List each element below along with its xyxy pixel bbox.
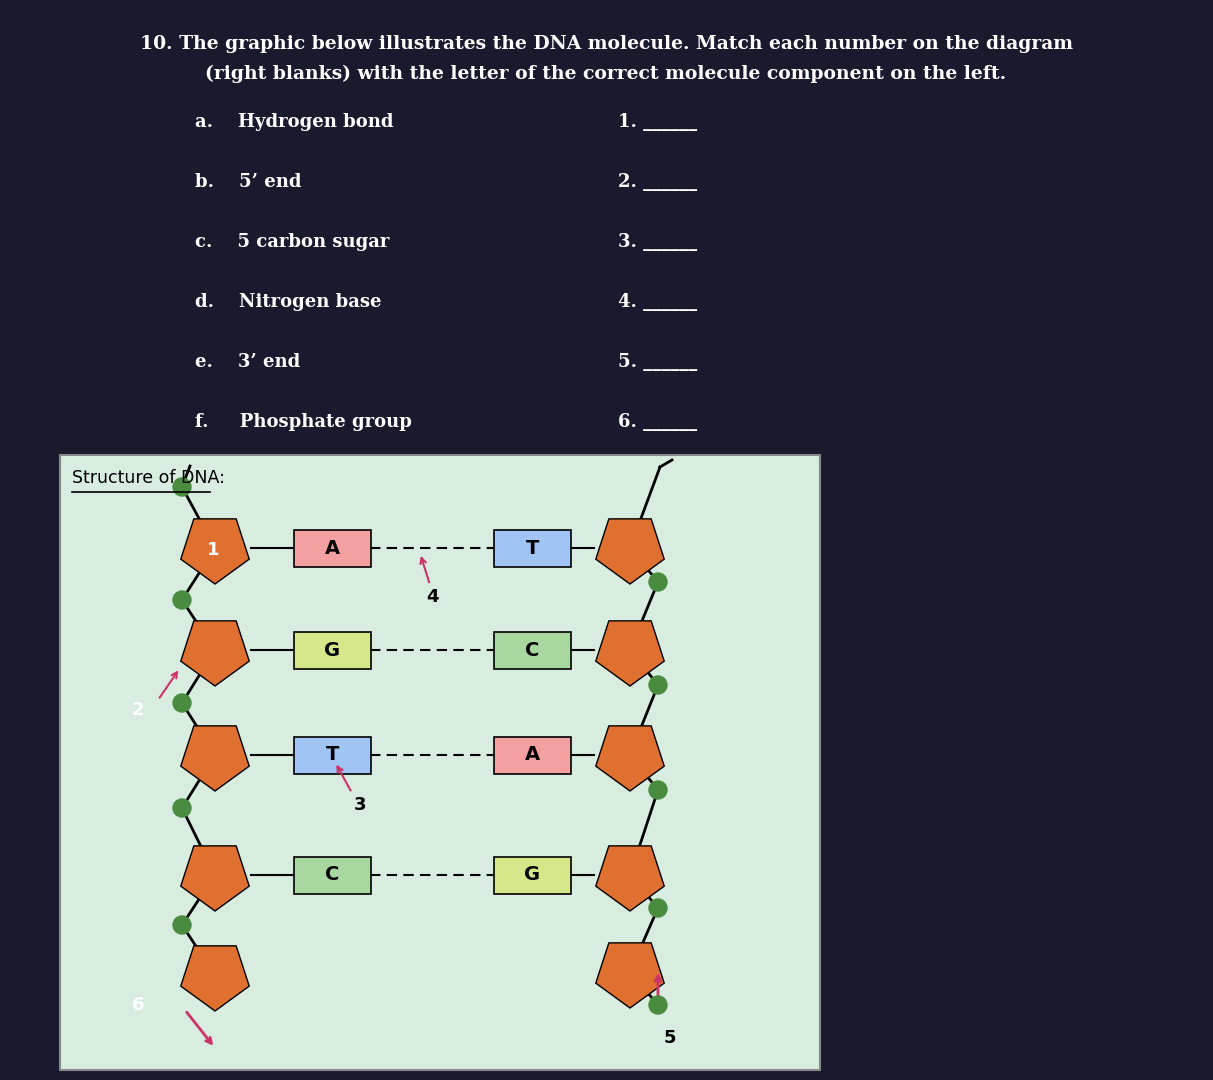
Text: 4. ______: 4. ______ bbox=[617, 293, 697, 311]
Circle shape bbox=[173, 916, 190, 934]
Text: 2: 2 bbox=[132, 701, 144, 719]
FancyBboxPatch shape bbox=[494, 632, 571, 669]
Circle shape bbox=[649, 676, 667, 694]
FancyBboxPatch shape bbox=[494, 529, 571, 567]
Text: c.    5 carbon sugar: c. 5 carbon sugar bbox=[195, 233, 389, 251]
Text: Structure of DNA:: Structure of DNA: bbox=[72, 469, 224, 487]
Text: G: G bbox=[524, 865, 541, 885]
FancyBboxPatch shape bbox=[494, 856, 571, 893]
FancyBboxPatch shape bbox=[294, 737, 371, 773]
FancyBboxPatch shape bbox=[294, 632, 371, 669]
Polygon shape bbox=[181, 846, 249, 912]
Polygon shape bbox=[181, 518, 249, 584]
Polygon shape bbox=[181, 621, 249, 686]
Text: a.    Hydrogen bond: a. Hydrogen bond bbox=[195, 113, 393, 131]
Polygon shape bbox=[596, 726, 665, 791]
FancyBboxPatch shape bbox=[494, 737, 571, 773]
Text: G: G bbox=[324, 640, 341, 660]
Text: T: T bbox=[326, 745, 340, 765]
Text: 1: 1 bbox=[206, 541, 220, 559]
Text: A: A bbox=[525, 745, 540, 765]
Text: d.    Nitrogen base: d. Nitrogen base bbox=[195, 293, 382, 311]
Text: 6: 6 bbox=[132, 996, 144, 1014]
Circle shape bbox=[649, 781, 667, 799]
Text: b.    5’ end: b. 5’ end bbox=[195, 173, 302, 191]
Circle shape bbox=[173, 478, 190, 496]
Circle shape bbox=[173, 694, 190, 712]
Text: 10. The graphic below illustrates the DNA molecule. Match each number on the dia: 10. The graphic below illustrates the DN… bbox=[139, 35, 1072, 53]
Text: T: T bbox=[525, 539, 540, 557]
Circle shape bbox=[649, 573, 667, 591]
Polygon shape bbox=[181, 946, 249, 1011]
Text: 5. ______: 5. ______ bbox=[617, 353, 697, 372]
Text: (right blanks) with the letter of the correct molecule component on the left.: (right blanks) with the letter of the co… bbox=[205, 65, 1007, 83]
FancyBboxPatch shape bbox=[294, 856, 371, 893]
Circle shape bbox=[649, 996, 667, 1014]
Text: 4: 4 bbox=[426, 588, 438, 606]
Text: f.     Phosphate group: f. Phosphate group bbox=[195, 413, 412, 431]
Polygon shape bbox=[596, 846, 665, 912]
FancyBboxPatch shape bbox=[294, 529, 371, 567]
Text: 6. ______: 6. ______ bbox=[617, 413, 697, 431]
Text: 2. ______: 2. ______ bbox=[617, 173, 697, 191]
Polygon shape bbox=[596, 943, 665, 1008]
Circle shape bbox=[173, 591, 190, 609]
Text: e.    3’ end: e. 3’ end bbox=[195, 353, 301, 372]
Text: 1. ______: 1. ______ bbox=[617, 113, 697, 131]
FancyBboxPatch shape bbox=[59, 455, 820, 1070]
Text: 3. ______: 3. ______ bbox=[617, 233, 697, 251]
Circle shape bbox=[173, 799, 190, 816]
Polygon shape bbox=[596, 621, 665, 686]
Text: 3: 3 bbox=[354, 796, 366, 814]
Circle shape bbox=[649, 899, 667, 917]
Polygon shape bbox=[181, 726, 249, 791]
Text: 5: 5 bbox=[664, 1029, 677, 1047]
Polygon shape bbox=[596, 518, 665, 584]
Text: A: A bbox=[325, 539, 340, 557]
Text: C: C bbox=[525, 640, 540, 660]
Text: C: C bbox=[325, 865, 340, 885]
